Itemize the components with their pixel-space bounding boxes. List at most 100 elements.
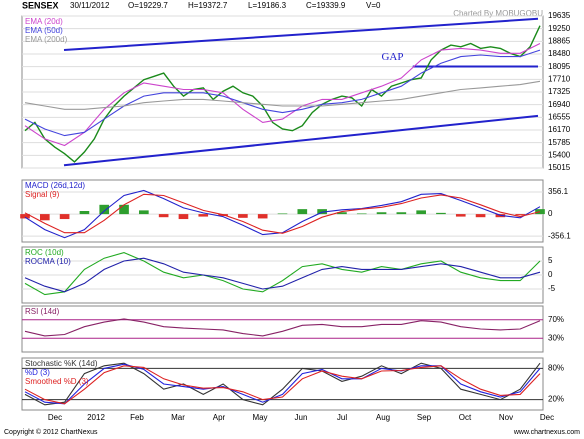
y-tick-label: 15785 xyxy=(548,138,571,147)
histogram-bar xyxy=(139,210,149,215)
legend-entry: ROCMA (10) xyxy=(25,257,71,266)
legend-entry: RSI (14d) xyxy=(25,307,60,316)
low: L=19186.3 xyxy=(248,1,287,10)
x-tick-label: Dec xyxy=(48,413,62,422)
histogram-bar xyxy=(337,212,347,215)
histogram-bar xyxy=(376,212,387,215)
trend-line xyxy=(63,114,539,167)
series-line xyxy=(24,43,541,147)
close: C=19339.9 xyxy=(306,1,346,10)
y-tick-label: 0 xyxy=(548,209,553,218)
histogram-bar xyxy=(158,214,169,218)
x-tick-label: Mar xyxy=(171,413,185,422)
series-line xyxy=(24,365,541,405)
x-tick-label: Sep xyxy=(417,413,432,422)
histogram-bar xyxy=(79,211,90,215)
series-line xyxy=(24,49,541,137)
copyright: Copyright © 2012 ChartNexus xyxy=(4,428,98,436)
y-tick-label: -5 xyxy=(548,284,556,293)
y-tick-label: 70% xyxy=(548,315,564,324)
x-tick-label: Feb xyxy=(130,413,144,422)
y-tick-label: 16940 xyxy=(548,100,571,109)
histogram-bar xyxy=(99,204,110,215)
symbol: SENSEX xyxy=(22,0,59,10)
histogram-bar xyxy=(436,212,446,215)
legend-entry: EMA (20d) xyxy=(25,17,63,26)
y-tick-label: 16555 xyxy=(548,112,571,121)
y-tick-label: 19250 xyxy=(548,24,571,33)
series-line xyxy=(24,318,541,337)
series-line xyxy=(24,25,541,163)
site: www.chartnexus.com xyxy=(513,429,580,436)
histogram-bar xyxy=(416,210,426,215)
histogram-bar xyxy=(475,214,486,218)
legend-entry: EMA (200d) xyxy=(25,35,68,44)
histogram-bar xyxy=(455,214,466,217)
series-line xyxy=(24,363,541,405)
y-tick-label: 19635 xyxy=(548,11,571,20)
series-line xyxy=(24,80,541,110)
histogram-bar xyxy=(257,214,268,219)
credit: Charted By MOBUGOBU xyxy=(453,9,543,18)
histogram-bar xyxy=(356,213,367,215)
y-tick-label: 17325 xyxy=(548,87,571,96)
y-tick-label: 15400 xyxy=(548,150,571,159)
series-line xyxy=(24,257,541,293)
panel-frame xyxy=(21,305,544,353)
histogram-bar xyxy=(317,209,327,215)
series-line xyxy=(24,252,541,296)
gap-label: GAP xyxy=(381,51,403,63)
volume: V=0 xyxy=(366,1,381,10)
series-line xyxy=(24,362,541,406)
y-tick-label: -356.1 xyxy=(548,231,571,240)
histogram-bar xyxy=(277,213,288,215)
y-tick-label: 17710 xyxy=(548,74,571,83)
x-tick-label: Aug xyxy=(376,413,390,422)
y-tick-label: 15015 xyxy=(548,163,571,172)
histogram-bar xyxy=(178,214,189,220)
histogram-bar xyxy=(198,214,209,217)
histogram-bar xyxy=(297,209,308,215)
x-tick-label: Oct xyxy=(459,413,472,422)
histogram-bar xyxy=(59,214,70,220)
panel-frame xyxy=(21,357,544,411)
open: O=19229.7 xyxy=(128,1,168,10)
legend-entry: Signal (9) xyxy=(25,190,60,199)
x-tick-label: Nov xyxy=(499,413,513,422)
legend-entry: ROC (10d) xyxy=(25,248,64,257)
date: 30/11/2012 xyxy=(70,1,110,10)
y-tick-label: 20% xyxy=(548,395,564,404)
high: H=19372.7 xyxy=(188,1,228,10)
legend-entry: EMA (50d) xyxy=(25,26,63,35)
legend-entry: %D (3) xyxy=(25,368,50,377)
histogram-bar xyxy=(238,214,248,218)
y-tick-label: 0 xyxy=(548,270,553,279)
y-tick-label: 80% xyxy=(548,364,564,373)
x-tick-label: Apr xyxy=(213,413,226,422)
x-tick-label: May xyxy=(252,413,267,422)
y-tick-label: 18480 xyxy=(548,49,571,58)
y-tick-label: 356.1 xyxy=(548,187,569,196)
histogram-bar xyxy=(515,214,526,216)
x-tick-label: Dec xyxy=(540,413,554,422)
y-tick-label: 16170 xyxy=(548,125,571,134)
legend-entry: MACD (26d,12d) xyxy=(25,181,85,190)
histogram-bar xyxy=(39,214,50,221)
histogram-bar xyxy=(396,212,407,215)
x-tick-label: Jul xyxy=(337,413,347,422)
histogram-bar xyxy=(20,214,30,219)
y-tick-label: 5 xyxy=(548,256,553,265)
trend-line xyxy=(63,17,539,52)
legend-entry: Smoothed %D (3) xyxy=(25,377,89,386)
histogram-bar xyxy=(119,204,129,215)
legend-entry: Stochastic %K (14d) xyxy=(25,359,98,368)
series-line xyxy=(24,193,541,234)
x-tick-label: 2012 xyxy=(87,413,105,422)
y-tick-label: 18095 xyxy=(548,62,571,71)
series-line xyxy=(24,189,541,239)
y-tick-label: 30% xyxy=(548,333,564,342)
x-tick-label: Jun xyxy=(295,413,308,422)
y-tick-label: 18865 xyxy=(548,36,571,45)
